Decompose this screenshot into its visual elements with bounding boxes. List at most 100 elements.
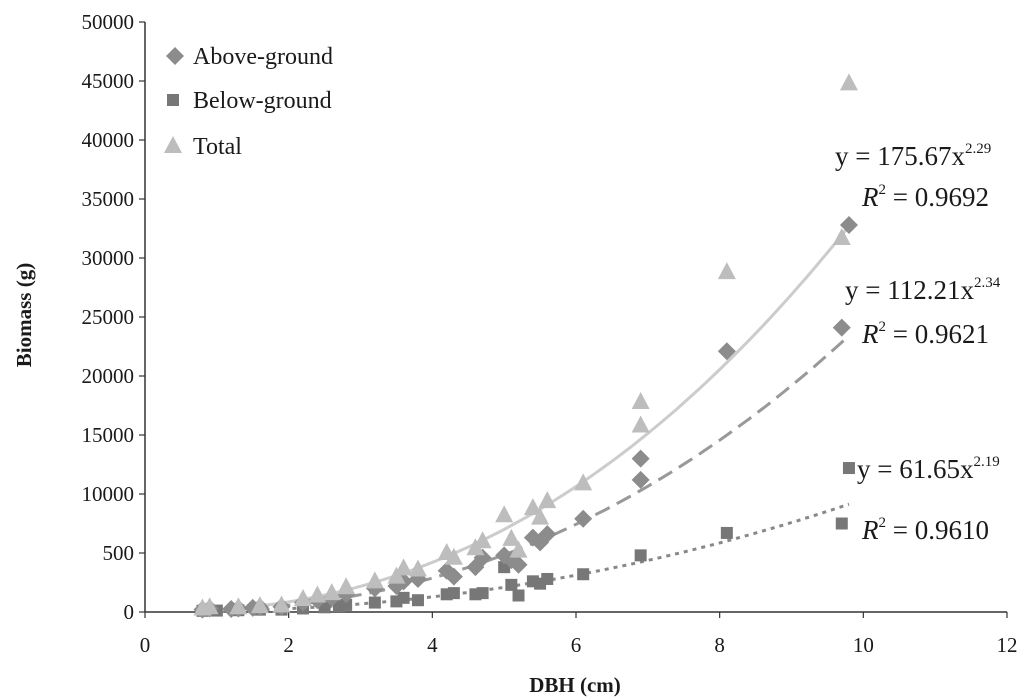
r2-above-label: R	[861, 319, 879, 349]
point-above-ground	[538, 525, 557, 544]
equation-total: y = 175.67x2.29 R2 = 0.9692	[835, 141, 991, 212]
point-below-ground	[842, 462, 855, 475]
point-above-ground	[631, 470, 650, 489]
equation-above: y = 112.21x2.34 R2 = 0.9621	[845, 275, 1001, 349]
legend: Above-ground Below-ground Total	[164, 44, 333, 160]
y-tick-label: 30000	[82, 246, 135, 270]
point-below-ground	[512, 589, 525, 602]
point-total	[337, 577, 356, 595]
point-below-ground	[505, 578, 518, 591]
y-tick-label: 50000	[82, 10, 135, 34]
y-axis-title: Biomass (g)	[12, 263, 36, 367]
point-total	[394, 558, 413, 576]
svg-text:y = 61.65x2.19: y = 61.65x2.19	[857, 454, 1000, 484]
point-total	[365, 571, 384, 589]
x-tick-label: 4	[427, 633, 438, 657]
equation-below-exponent: 2.19	[973, 454, 999, 470]
point-above-ground	[495, 546, 514, 565]
svg-text:R2 = 0.9621: R2 = 0.9621	[861, 319, 989, 349]
r2-total-label: R	[861, 182, 879, 212]
data-points	[193, 73, 858, 619]
point-total	[294, 589, 313, 607]
legend-label-total: Total	[193, 134, 242, 160]
point-below-ground	[340, 598, 353, 611]
y-tick-label: 500	[103, 541, 135, 565]
x-tick-label: 2	[283, 633, 294, 657]
x-tick-label: 12	[997, 633, 1018, 657]
trend-line-below	[202, 502, 850, 614]
point-total	[631, 391, 650, 409]
legend-marker-below	[167, 94, 179, 106]
point-total	[839, 73, 858, 91]
trend-line-above	[202, 334, 851, 613]
r2-below-label: R	[861, 515, 879, 545]
point-total	[523, 498, 542, 516]
point-total	[250, 596, 269, 614]
r2-below-exponent: 2	[879, 515, 887, 531]
x-tick-label: 10	[853, 633, 874, 657]
point-total	[495, 505, 514, 523]
svg-text:y = 112.21x2.34: y = 112.21x2.34	[845, 275, 1001, 305]
x-tick-label: 0	[140, 633, 151, 657]
point-below-ground	[541, 572, 554, 585]
y-tick-label: 20000	[82, 364, 135, 388]
trend-lines	[202, 225, 851, 614]
point-total	[531, 507, 550, 525]
r2-below-value: = 0.9610	[886, 515, 989, 545]
point-below-ground	[397, 591, 410, 604]
svg-text:y = 175.67x2.29: y = 175.67x2.29	[835, 141, 991, 171]
point-above-ground	[839, 215, 858, 234]
x-tick-label: 8	[714, 633, 725, 657]
point-total	[200, 597, 219, 615]
point-above-ground	[832, 318, 851, 337]
point-below-ground	[634, 549, 647, 562]
point-above-ground	[574, 509, 593, 528]
point-above-ground	[631, 449, 650, 468]
legend-label-above: Above-ground	[193, 44, 333, 70]
y-tick-label: 0	[124, 600, 135, 624]
point-below-ground	[835, 517, 848, 530]
equation-above-main: y = 112.21x	[845, 275, 974, 305]
point-total	[574, 473, 593, 491]
svg-text:R2 = 0.9692: R2 = 0.9692	[861, 182, 989, 212]
x-axis-title: DBH (cm)	[529, 673, 621, 697]
equation-below-main: y = 61.65x	[857, 454, 974, 484]
equation-total-main: y = 175.67x	[835, 141, 965, 171]
point-below-ground	[720, 526, 733, 539]
point-total	[631, 415, 650, 433]
point-above-ground	[444, 567, 463, 586]
point-total	[832, 227, 851, 245]
svg-text:R2 = 0.9610: R2 = 0.9610	[861, 515, 989, 545]
r2-above-exponent: 2	[879, 319, 887, 335]
point-total	[322, 583, 341, 601]
y-tick-label: 15000	[82, 423, 135, 447]
r2-total-exponent: 2	[879, 182, 887, 198]
axes: 0 2 4 6 8 10 12 0 500 10000 15000 20000 25000 30000 35…	[82, 10, 1018, 657]
point-below-ground	[368, 596, 381, 609]
point-below-ground	[411, 594, 424, 607]
point-total	[444, 547, 463, 565]
point-total	[408, 559, 427, 577]
x-tick-label: 6	[571, 633, 582, 657]
equation-total-exponent: 2.29	[965, 141, 991, 157]
point-below-ground	[447, 587, 460, 600]
legend-label-below: Below-ground	[193, 88, 332, 114]
point-total	[502, 528, 521, 546]
point-total	[229, 597, 248, 615]
point-total	[272, 595, 291, 613]
point-total	[509, 540, 528, 558]
point-total	[473, 531, 492, 549]
y-tick-label: 10000	[82, 482, 135, 506]
r2-total-value: = 0.9692	[886, 182, 989, 212]
legend-marker-above	[166, 47, 184, 65]
y-tick-label: 40000	[82, 128, 135, 152]
y-tick-label: 35000	[82, 187, 135, 211]
point-above-ground	[717, 342, 736, 361]
point-total	[717, 262, 736, 280]
y-tick-label: 45000	[82, 69, 135, 93]
point-below-ground	[476, 587, 489, 600]
equation-below: y = 61.65x2.19 R2 = 0.9610	[857, 454, 1000, 545]
r2-above-value: = 0.9621	[886, 319, 989, 349]
point-below-ground	[577, 568, 590, 581]
